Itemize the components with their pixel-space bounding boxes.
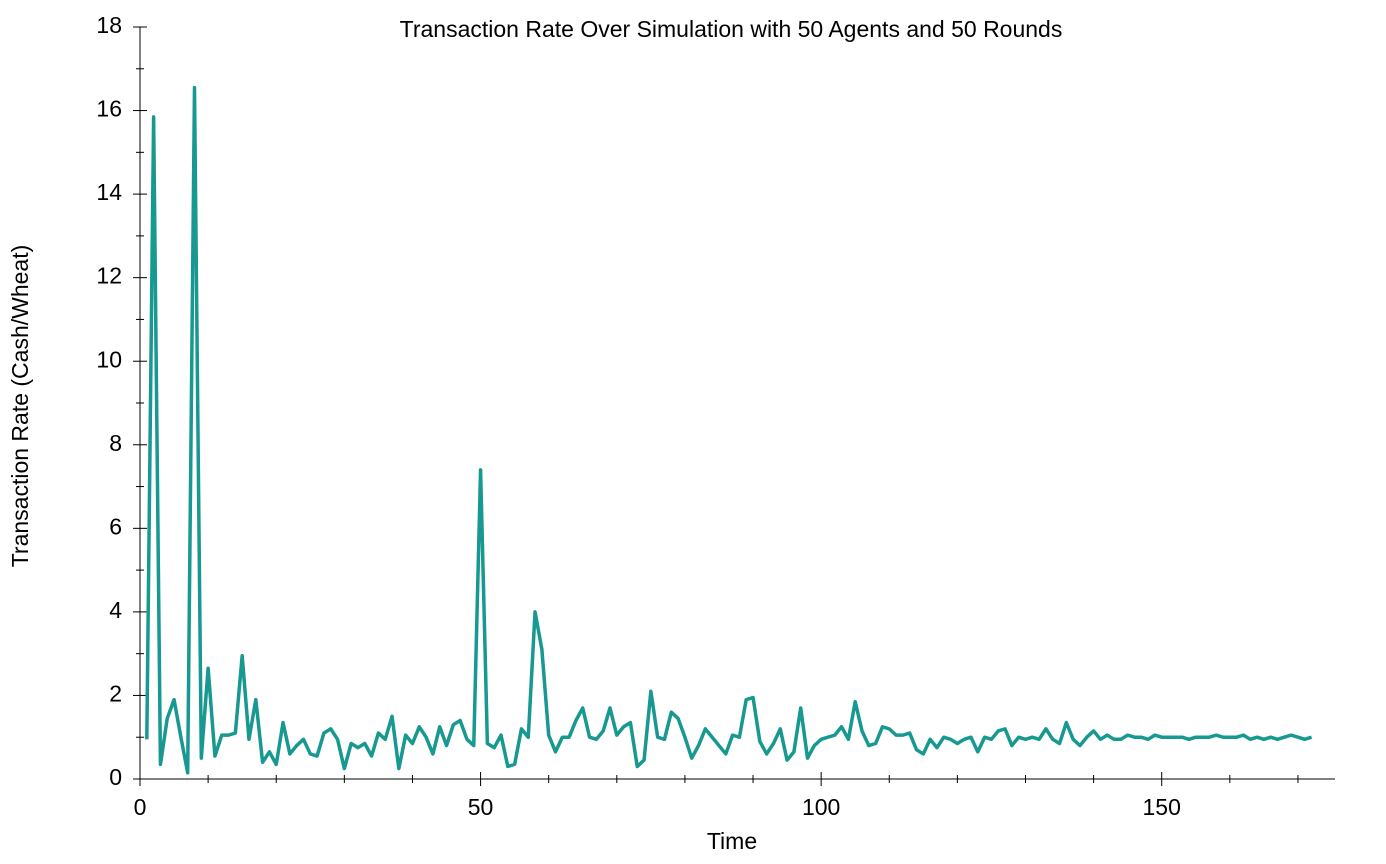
y-tick-label: 6 xyxy=(109,513,122,539)
x-tick-label: 50 xyxy=(468,794,494,820)
data-line xyxy=(145,85,1313,775)
x-tick-label: 150 xyxy=(1143,794,1181,820)
x-tick-label: 0 xyxy=(134,794,147,820)
y-tick-label: 14 xyxy=(96,179,122,205)
y-tick-label: 12 xyxy=(96,263,122,289)
y-tick-label: 4 xyxy=(109,597,122,623)
y-tick-label: 16 xyxy=(96,96,122,122)
chart-title: Transaction Rate Over Simulation with 50… xyxy=(400,16,1063,42)
y-tick-label: 8 xyxy=(109,430,122,456)
y-tick-label: 10 xyxy=(96,346,122,372)
y-axis-label: Transaction Rate (Cash/Wheat) xyxy=(7,245,33,568)
y-tick-label: 18 xyxy=(96,12,122,38)
x-axis-label: Time xyxy=(707,828,757,854)
y-tick-label: 0 xyxy=(109,764,122,790)
x-tick-label: 100 xyxy=(802,794,840,820)
y-tick-label: 2 xyxy=(109,681,122,707)
